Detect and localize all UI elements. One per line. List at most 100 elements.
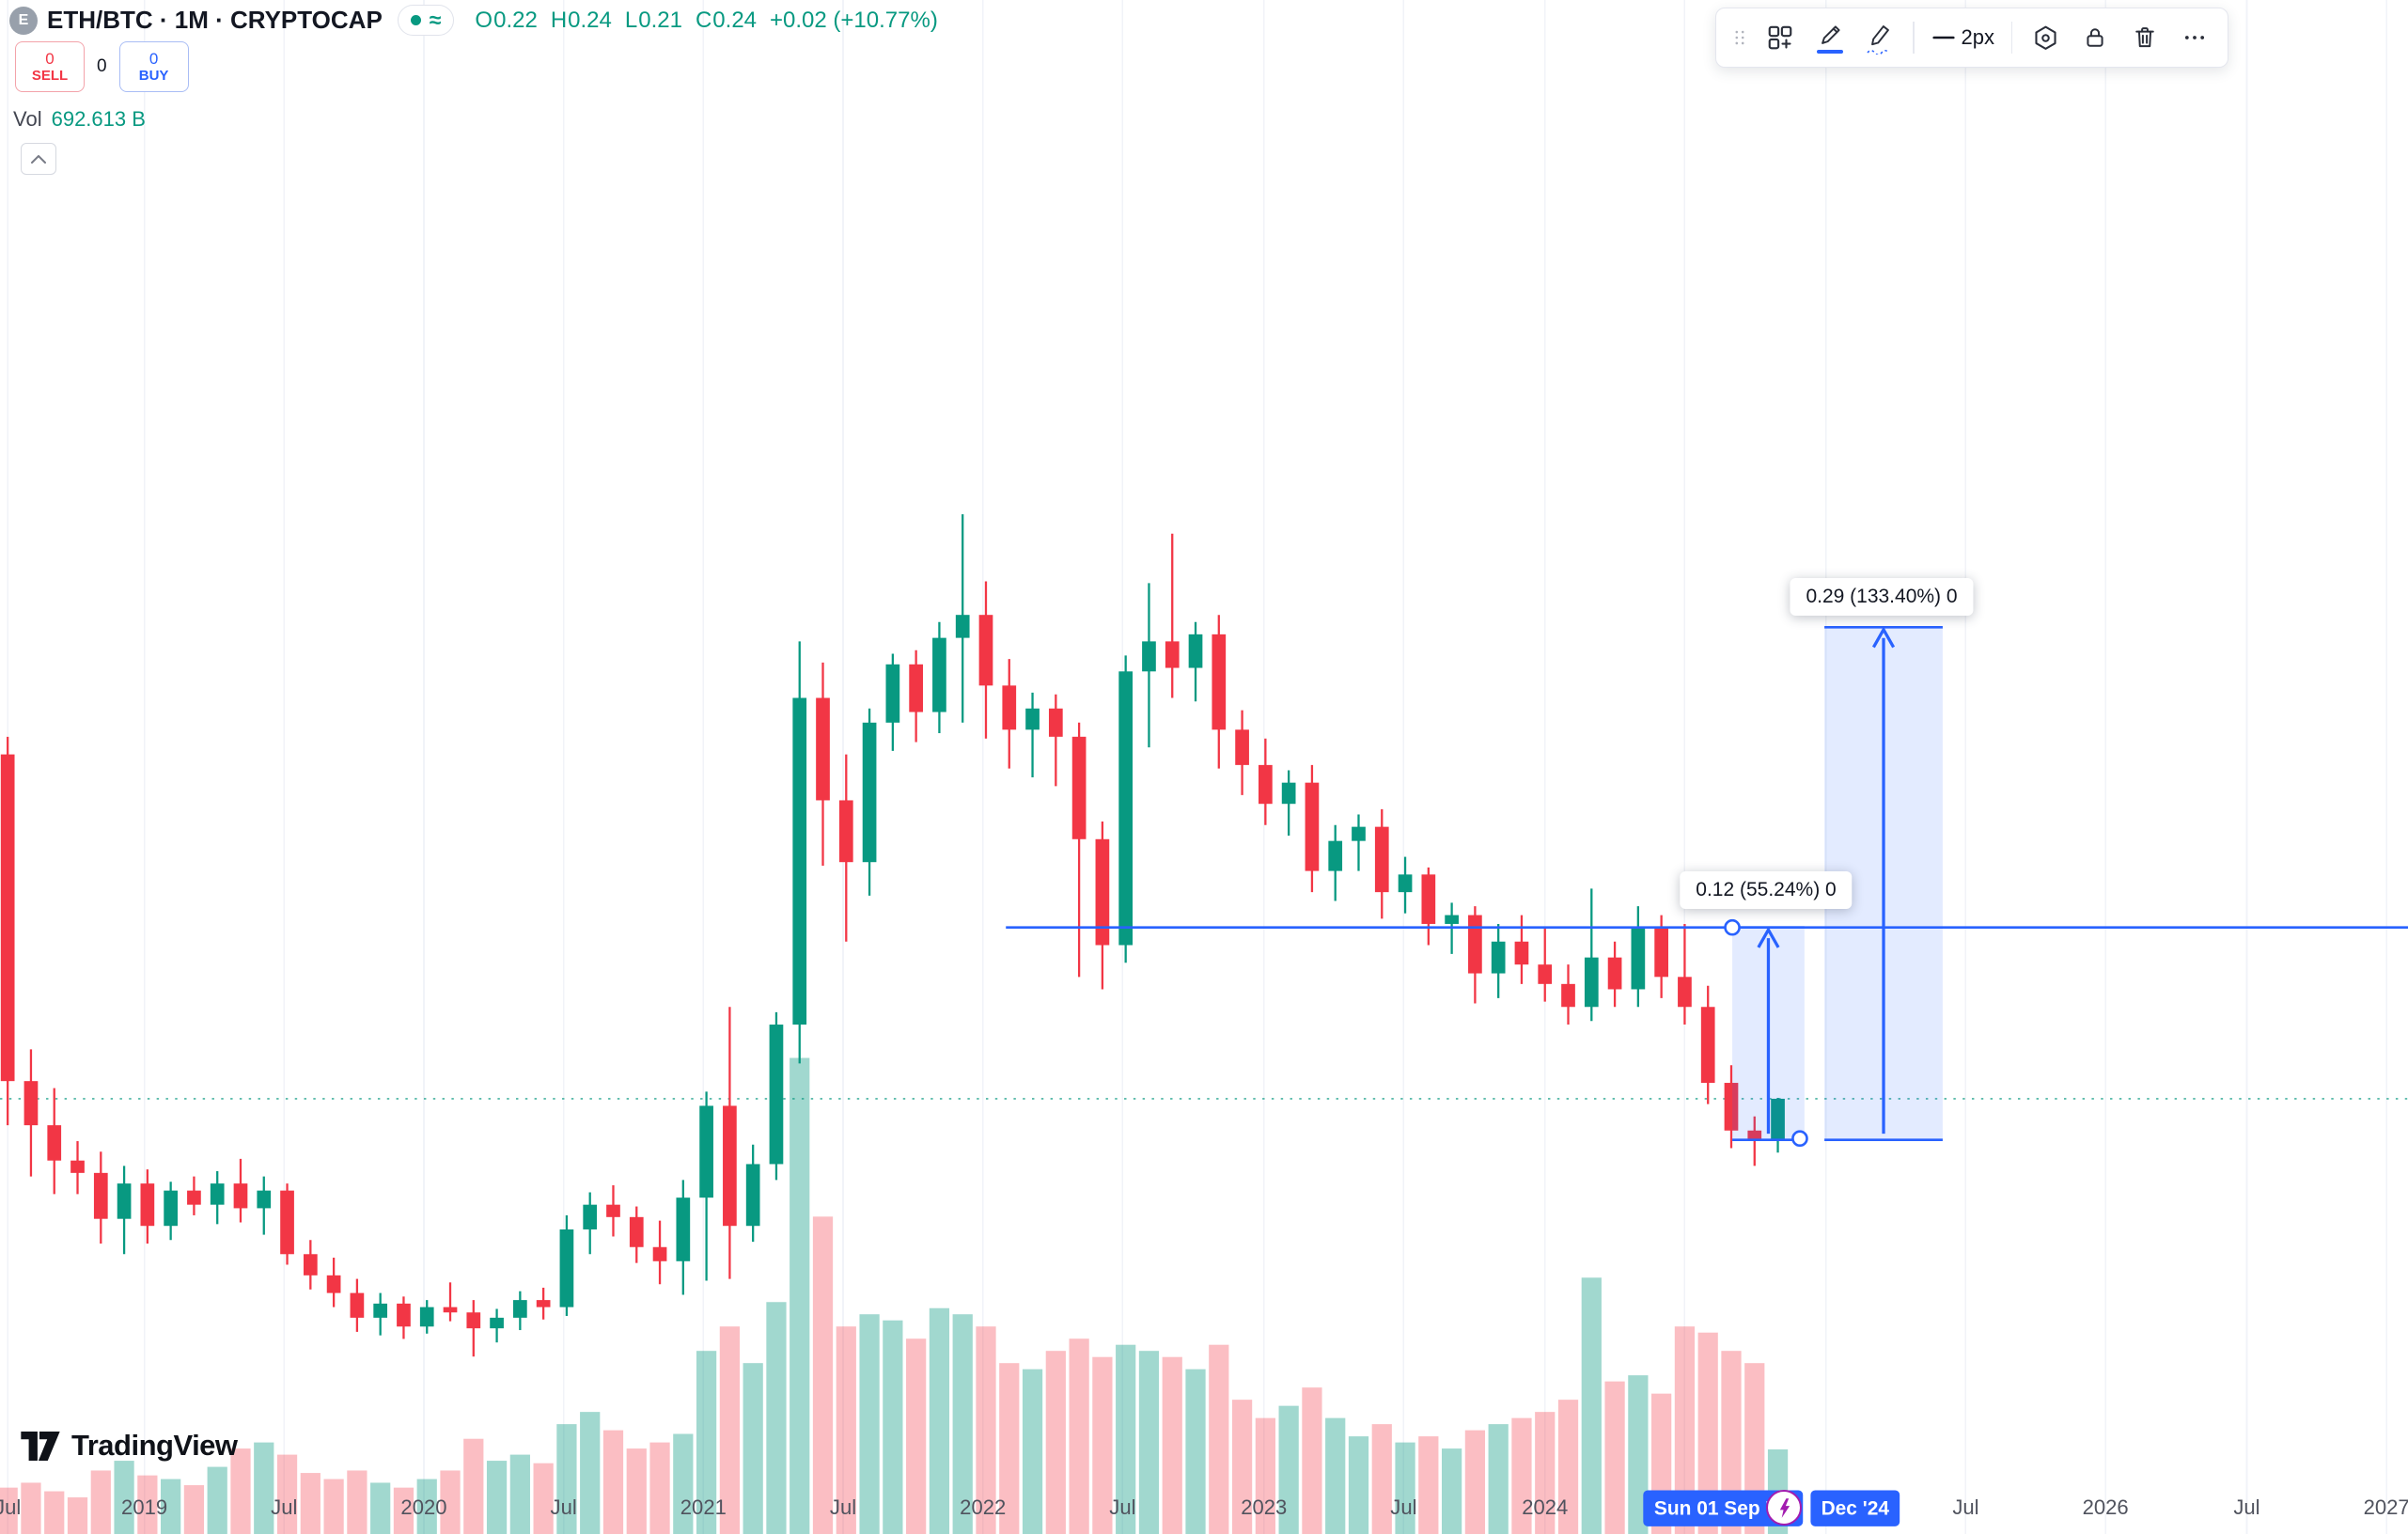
symbol-title[interactable]: ETH/BTC · 1M · CRYPTOCAP: [47, 6, 383, 34]
volume-bar: [463, 1438, 484, 1534]
tradingview-logo-icon: [21, 1431, 60, 1461]
candle-body: [1048, 708, 1063, 737]
buy-button[interactable]: 0 BUY: [118, 41, 189, 92]
candle-body: [1281, 782, 1296, 805]
volume-bar: [1697, 1332, 1718, 1534]
volume-bar: [812, 1216, 834, 1534]
volume-bar: [1418, 1436, 1439, 1534]
candle-body: [1584, 957, 1599, 1008]
lightning-bolt-icon: [1779, 1497, 1790, 1518]
collapse-pane-button[interactable]: [21, 143, 56, 175]
volume-bar: [1674, 1326, 1696, 1534]
candle-body: [769, 1025, 784, 1165]
volume-bar: [556, 1424, 577, 1534]
candle-body: [932, 637, 946, 712]
candle-body: [1514, 941, 1529, 965]
add-layout-button[interactable]: [1757, 14, 1804, 61]
x-axis-label[interactable]: 2020: [400, 1495, 446, 1519]
volume-bar: [533, 1463, 554, 1534]
candle-body: [583, 1204, 598, 1229]
marker-tool-button[interactable]: [1856, 14, 1903, 61]
price-range-label-large[interactable]: 0.29 (133.40%) 0: [1790, 578, 1974, 616]
candle-body: [816, 697, 830, 801]
delete-drawing-button[interactable]: [2121, 14, 2168, 61]
more-options-button[interactable]: [2171, 14, 2218, 61]
sell-button[interactable]: 0 SELL: [15, 41, 85, 92]
candle-body: [164, 1190, 178, 1227]
volume-bar: [137, 1475, 158, 1534]
volume-bar: [743, 1363, 763, 1534]
volume-bar: [696, 1351, 717, 1534]
volume-bar: [254, 1442, 274, 1534]
candle-body: [652, 1246, 667, 1261]
volume-bar: [276, 1454, 298, 1534]
candle-body: [303, 1254, 318, 1276]
x-axis-date-highlight-label: Sun 01 Sep '24: [1654, 1498, 1792, 1520]
volume-bar: [1721, 1351, 1742, 1534]
volume-bar: [1604, 1381, 1625, 1534]
toolbar-drag-handle[interactable]: [1726, 14, 1754, 61]
candle-body: [978, 615, 993, 686]
candle-body: [70, 1160, 85, 1173]
line-width-button[interactable]: 2px: [1924, 14, 2002, 61]
x-axis-label[interactable]: Jul: [1109, 1495, 1135, 1519]
x-axis-label[interactable]: Jul: [0, 1495, 21, 1519]
market-open-dot-icon: [410, 15, 421, 25]
x-axis-label[interactable]: 2027: [2364, 1495, 2408, 1519]
volume-bar: [44, 1491, 65, 1534]
volume-bar: [21, 1482, 41, 1534]
toolbar-separator: [1913, 22, 1915, 54]
x-axis-label[interactable]: Jul: [1390, 1495, 1416, 1519]
volume-bar: [1162, 1356, 1182, 1534]
volume-bar: [440, 1470, 461, 1534]
x-axis-label[interactable]: 2026: [2083, 1495, 2129, 1519]
candle-body: [140, 1183, 155, 1227]
volume-bar: [1441, 1448, 1462, 1534]
tradingview-logo[interactable]: TradingView: [21, 1429, 238, 1463]
ohlc-change: +0.02 (+10.77%): [770, 7, 938, 33]
settings-button[interactable]: [2022, 14, 2069, 61]
chevron-up-icon: [31, 154, 46, 164]
x-axis-date-highlight: [1643, 1490, 1804, 1526]
edit-drawing-button[interactable]: [1806, 14, 1853, 61]
x-axis-label[interactable]: 2023: [1241, 1495, 1287, 1519]
drawing-handle[interactable]: [1791, 1130, 1808, 1148]
candle-body: [0, 754, 15, 1082]
volume-bar: [183, 1485, 205, 1534]
volume-value: 692.613 B: [51, 107, 146, 131]
x-axis-label[interactable]: 2022: [960, 1495, 1006, 1519]
market-status-pill[interactable]: ≈: [397, 5, 455, 36]
symbol-header: E ETH/BTC · 1M · CRYPTOCAP ≈ O 0.22 H 0.24…: [9, 5, 938, 36]
volume-bar: [1045, 1351, 1066, 1534]
price-range-label-small[interactable]: 0.12 (55.24%) 0: [1680, 871, 1853, 909]
drawing-handle[interactable]: [1724, 918, 1741, 936]
quantity-value[interactable]: 0: [97, 56, 107, 76]
drag-dots-icon: [1735, 30, 1744, 45]
x-axis-label[interactable]: 2021: [680, 1495, 727, 1519]
x-axis-label[interactable]: Jul: [1952, 1495, 1978, 1519]
sell-label: SELL: [31, 68, 69, 85]
volume-bar: [67, 1497, 88, 1534]
volume-bar: [1581, 1277, 1602, 1534]
x-axis-label[interactable]: Jul: [830, 1495, 856, 1519]
arrowhead-up-icon: [1871, 626, 1896, 649]
flash-action-button[interactable]: [1766, 1490, 1802, 1526]
x-axis-label[interactable]: 2019: [121, 1495, 167, 1519]
candle-body: [280, 1190, 294, 1255]
arrowhead-up-icon: [1757, 926, 1780, 948]
candle-body: [1305, 782, 1320, 871]
candle-body: [1700, 1007, 1715, 1084]
volume-bar: [416, 1479, 437, 1534]
candle-body: [745, 1164, 760, 1227]
volume-bar: [323, 1479, 344, 1534]
volume-bar: [1231, 1400, 1253, 1534]
x-axis-label[interactable]: Jul: [551, 1495, 577, 1519]
x-axis-label[interactable]: Jul: [2233, 1495, 2259, 1519]
volume-bar: [370, 1482, 391, 1534]
x-axis-label[interactable]: Jul: [271, 1495, 297, 1519]
candle-body: [1352, 826, 1366, 841]
lock-drawing-button[interactable]: [2072, 14, 2119, 61]
candle-body: [1398, 874, 1413, 893]
x-axis-label[interactable]: 2024: [1522, 1495, 1568, 1519]
